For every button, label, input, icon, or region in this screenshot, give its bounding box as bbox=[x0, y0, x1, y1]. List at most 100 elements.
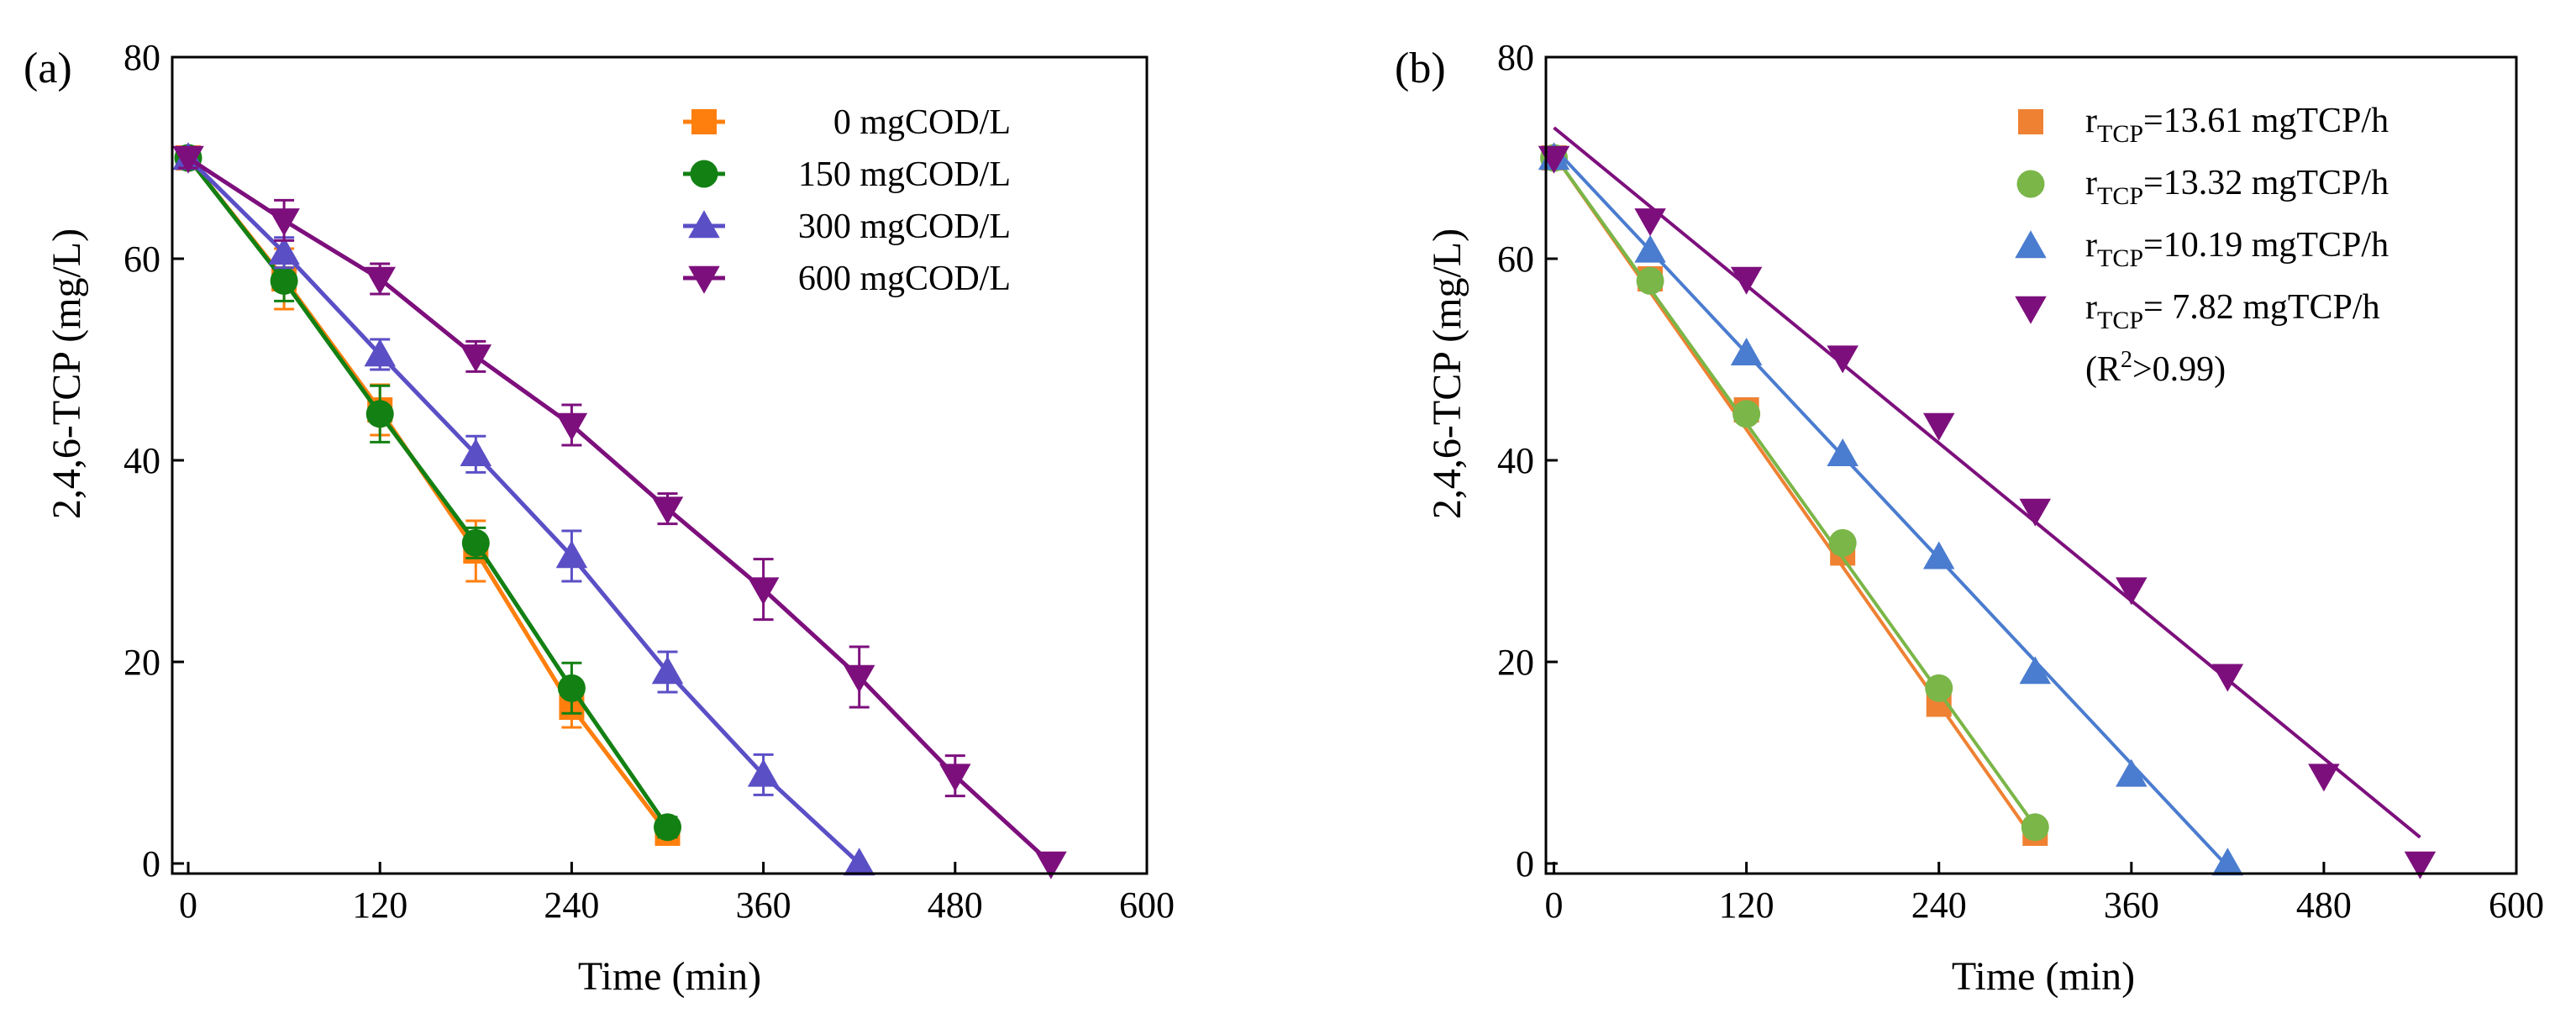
data-point bbox=[654, 813, 682, 842]
x-tick-label: 120 bbox=[1719, 884, 1774, 926]
panel-a-legend-entry: 0 mgCOD/L bbox=[683, 103, 1011, 142]
data-point bbox=[843, 664, 875, 693]
data-point bbox=[2019, 498, 2052, 527]
x-tick-label: 240 bbox=[1911, 884, 1967, 926]
data-point bbox=[1925, 674, 1953, 702]
data-point bbox=[2021, 813, 2049, 842]
data-point bbox=[747, 758, 780, 787]
legend-label: 0 mgCOD/L bbox=[833, 103, 1011, 142]
series-line bbox=[187, 155, 1053, 865]
data-point bbox=[651, 496, 684, 525]
data-point bbox=[1922, 412, 1955, 441]
panel-b-legend-entry: rTCP=10.19 mgTCP/h bbox=[2015, 226, 2389, 272]
series-rtcp-13-32-mgtcp-h bbox=[1540, 144, 2049, 842]
legend-r-prefix: r bbox=[2085, 102, 2097, 140]
data-point bbox=[555, 540, 588, 569]
legend-rate-text: =13.61 mgTCP/h bbox=[2143, 102, 2389, 140]
legend-marker bbox=[690, 160, 718, 188]
series-0-mgcod-l bbox=[176, 145, 681, 846]
series-600-mgcod-l bbox=[172, 145, 1067, 879]
data-point bbox=[555, 412, 588, 441]
panel-a-legend: 0 mgCOD/L 150 mgCOD/L 300 mgCOD/L 600 mgCOD… bbox=[683, 103, 1011, 298]
data-point bbox=[1634, 234, 1666, 263]
panel-b-legend-entry: rTCP=13.61 mgTCP/h bbox=[2018, 102, 2389, 148]
data-point bbox=[460, 344, 492, 373]
fit-line bbox=[1553, 126, 2421, 839]
legend-r-subscript: TCP bbox=[2097, 120, 2143, 148]
legend-label: 150 mgCOD/L bbox=[798, 155, 1011, 194]
svg-text:rTCP=10.19 mgTCP/h: rTCP=10.19 mgTCP/h bbox=[2085, 226, 2389, 272]
legend-r-squared-note: (R2>0.99) bbox=[2085, 347, 2226, 389]
panel-a-x-axis-title: Time (min) bbox=[578, 954, 761, 999]
data-point bbox=[364, 339, 396, 367]
data-point bbox=[1827, 438, 1858, 467]
legend-label: 600 mgCOD/L bbox=[798, 260, 1011, 298]
legend-marker bbox=[691, 109, 717, 134]
y-tick-label: 40 bbox=[1497, 440, 1534, 481]
x-tick-label: 360 bbox=[736, 884, 791, 926]
y-tick-label: 80 bbox=[1497, 37, 1534, 78]
data-point bbox=[268, 208, 300, 237]
y-tick-label: 40 bbox=[124, 440, 160, 481]
data-point bbox=[365, 400, 394, 428]
panel-a-y-axis-title: 2,4,6-TCP (mg/L) bbox=[45, 228, 89, 519]
legend-marker bbox=[688, 210, 720, 239]
y-tick-label: 0 bbox=[142, 843, 160, 884]
legend-label: 300 mgCOD/L bbox=[798, 207, 1011, 246]
legend-marker bbox=[688, 265, 720, 294]
data-point bbox=[1730, 338, 1763, 366]
series-rtcp-13-61-mgtcp-h bbox=[1541, 145, 2048, 846]
series-300-mgcod-l bbox=[172, 142, 875, 876]
data-point bbox=[2211, 848, 2244, 876]
legend-r-prefix: r bbox=[2085, 226, 2097, 265]
series-150-mgcod-l bbox=[174, 144, 682, 842]
x-tick-label: 480 bbox=[928, 884, 983, 926]
legend-r-prefix: r bbox=[2085, 288, 2097, 327]
data-point bbox=[2116, 758, 2148, 787]
data-point bbox=[1634, 208, 1666, 237]
panel-b-ticks: 0 120 240 360 480 600 0 20 40 60 80 bbox=[1497, 37, 2544, 926]
legend-r-prefix: r bbox=[2085, 164, 2097, 202]
data-point bbox=[2019, 656, 2052, 685]
data-point bbox=[557, 674, 586, 702]
data-point bbox=[1827, 345, 1858, 374]
panel-a-legend-entry: 300 mgCOD/L bbox=[683, 207, 1011, 246]
data-point bbox=[1828, 528, 1857, 557]
legend-r-subscript: TCP bbox=[2097, 182, 2143, 210]
panel-a-series bbox=[172, 142, 1067, 879]
legend-rate-text: =10.19 mgTCP/h bbox=[2143, 226, 2389, 265]
legend-marker bbox=[2018, 109, 2043, 134]
data-point bbox=[939, 764, 971, 792]
legend-rate-text: =13.32 mgTCP/h bbox=[2143, 164, 2389, 202]
legend-r-subscript: TCP bbox=[2097, 307, 2143, 334]
x-tick-label: 600 bbox=[2489, 884, 2544, 926]
data-point bbox=[2211, 664, 2244, 692]
svg-text:rTCP= 7.82 mgTCP/h: rTCP= 7.82 mgTCP/h bbox=[2085, 288, 2380, 334]
panel-b-plot-frame bbox=[1544, 55, 2518, 875]
data-point bbox=[461, 528, 490, 557]
data-point bbox=[747, 577, 780, 606]
series-rtcp-7-82-mgtcp-h bbox=[1538, 126, 2437, 879]
data-point bbox=[270, 266, 298, 295]
fit-line bbox=[1552, 154, 2037, 827]
panel-a: (a) 2,4,6-TCP (mg/L) Time (min) 0 120 240 3… bbox=[24, 37, 1175, 999]
data-point bbox=[1732, 400, 1761, 428]
x-tick-label: 480 bbox=[2296, 884, 2352, 926]
y-tick-label: 20 bbox=[124, 642, 160, 683]
panel-b-legend: rTCP=13.61 mgTCP/h rTCP=13.32 mgTCP/h rT… bbox=[2015, 102, 2389, 389]
data-point bbox=[1636, 266, 1664, 295]
data-point bbox=[1730, 266, 1763, 295]
panel-a-legend-entry: 150 mgCOD/L bbox=[683, 155, 1011, 194]
legend-marker bbox=[2016, 170, 2045, 198]
y-tick-label: 60 bbox=[1497, 239, 1534, 280]
series-line bbox=[187, 156, 670, 829]
panel-b-y-axis-title: 2,4,6-TCP (mg/L) bbox=[1425, 228, 1469, 519]
series-line bbox=[187, 156, 861, 865]
y-tick-label: 20 bbox=[1497, 642, 1534, 683]
svg-text:rTCP=13.32 mgTCP/h: rTCP=13.32 mgTCP/h bbox=[2085, 164, 2389, 210]
panel-b-x-axis-title: Time (min) bbox=[1952, 954, 2135, 999]
panel-a-plot-frame bbox=[171, 55, 1149, 875]
panel-a-ticks: 0 120 240 360 480 600 0 20 40 60 80 bbox=[124, 37, 1175, 926]
fit-line bbox=[1553, 146, 2229, 868]
panel-b-label: (b) bbox=[1395, 45, 1446, 92]
